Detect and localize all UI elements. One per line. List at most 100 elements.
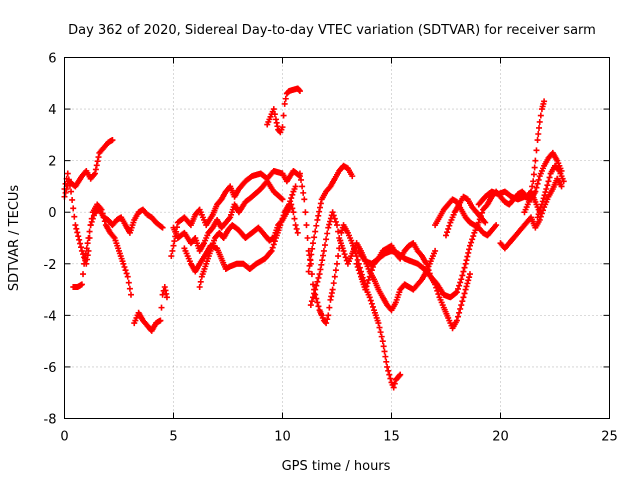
data-point bbox=[340, 247, 347, 254]
data-point bbox=[122, 267, 129, 274]
data-point bbox=[90, 212, 97, 219]
data-point bbox=[334, 222, 340, 229]
data-point bbox=[307, 302, 314, 309]
data-point bbox=[71, 213, 78, 220]
data-point bbox=[461, 290, 468, 297]
data-point bbox=[356, 270, 363, 277]
data-point bbox=[397, 371, 404, 378]
data-point bbox=[322, 242, 329, 249]
data-point bbox=[157, 317, 164, 324]
data-point bbox=[78, 247, 85, 254]
data-point bbox=[326, 221, 333, 228]
data-point bbox=[124, 273, 131, 280]
data-point bbox=[310, 240, 317, 247]
data-point bbox=[525, 198, 532, 205]
data-point bbox=[292, 222, 299, 229]
data-point bbox=[81, 260, 88, 267]
data-point bbox=[62, 180, 69, 187]
data-point bbox=[311, 290, 318, 297]
data-point bbox=[95, 154, 102, 161]
data-point bbox=[93, 162, 100, 169]
data-point bbox=[312, 286, 319, 293]
data-point bbox=[367, 297, 374, 304]
data-point bbox=[456, 309, 463, 316]
data-point bbox=[316, 208, 323, 215]
data-point bbox=[101, 218, 108, 225]
data-point bbox=[531, 164, 538, 171]
data-point bbox=[536, 124, 543, 131]
data-point bbox=[456, 282, 463, 289]
data-point bbox=[466, 274, 473, 281]
data-point bbox=[163, 294, 170, 301]
x-tick-label: 15 bbox=[383, 430, 400, 445]
data-point bbox=[87, 222, 94, 229]
data-point bbox=[544, 182, 551, 189]
data-point bbox=[319, 257, 326, 264]
data-point bbox=[332, 267, 339, 274]
data-point bbox=[379, 338, 386, 345]
data-point bbox=[366, 294, 373, 301]
data-point bbox=[466, 246, 473, 253]
data-point bbox=[453, 289, 460, 296]
data-point bbox=[75, 233, 82, 240]
data-point bbox=[300, 189, 307, 196]
data-point bbox=[65, 176, 72, 183]
data-point bbox=[88, 215, 95, 222]
data-point bbox=[461, 264, 468, 271]
x-axis-label: GPS time / hours bbox=[282, 459, 391, 474]
data-point bbox=[446, 222, 453, 229]
plot-frame bbox=[64, 57, 610, 419]
data-points bbox=[61, 85, 567, 391]
data-point bbox=[465, 249, 472, 256]
y-tick-label: 2 bbox=[48, 155, 56, 170]
data-point bbox=[305, 268, 312, 275]
y-axis-label: SDTVAR / TECUs bbox=[7, 185, 22, 292]
data-point bbox=[458, 302, 465, 309]
x-tick-label: 0 bbox=[60, 430, 68, 445]
x-tick-label: 10 bbox=[274, 430, 291, 445]
data-point bbox=[127, 291, 134, 298]
data-point bbox=[457, 279, 464, 286]
data-point bbox=[109, 137, 116, 144]
data-point bbox=[365, 276, 372, 283]
data-point bbox=[280, 112, 287, 119]
data-point bbox=[197, 278, 204, 285]
data-point bbox=[378, 333, 385, 340]
data-point bbox=[432, 247, 439, 254]
data-point bbox=[493, 222, 500, 229]
y-tick-label: 6 bbox=[48, 52, 56, 67]
data-point bbox=[304, 235, 311, 241]
data-point bbox=[535, 130, 542, 137]
data-point bbox=[77, 240, 84, 247]
data-point bbox=[288, 195, 295, 202]
data-point bbox=[545, 178, 552, 185]
data-point bbox=[560, 178, 567, 185]
data-point bbox=[159, 224, 166, 231]
data-point bbox=[288, 201, 295, 208]
data-point bbox=[315, 274, 322, 281]
data-point bbox=[125, 279, 132, 286]
data-point bbox=[459, 298, 466, 305]
data-point bbox=[158, 223, 165, 230]
series-arc1 bbox=[61, 137, 116, 200]
series-arc14 bbox=[355, 188, 543, 301]
data-point bbox=[469, 236, 476, 243]
series-arc13 bbox=[353, 240, 473, 332]
data-point bbox=[126, 285, 133, 292]
data-point bbox=[387, 375, 394, 382]
data-point bbox=[464, 253, 471, 260]
data-point bbox=[301, 196, 308, 203]
data-point bbox=[462, 286, 469, 293]
data-point bbox=[540, 195, 547, 202]
series-arc17 bbox=[475, 149, 565, 208]
data-point bbox=[354, 264, 361, 271]
data-point bbox=[330, 280, 337, 287]
data-point bbox=[443, 232, 449, 239]
data-point bbox=[92, 166, 99, 173]
data-point bbox=[463, 283, 470, 290]
series-arc16 bbox=[443, 193, 489, 239]
data-point bbox=[72, 222, 79, 229]
data-point bbox=[302, 209, 309, 216]
data-point bbox=[380, 343, 387, 350]
data-point bbox=[329, 286, 336, 293]
